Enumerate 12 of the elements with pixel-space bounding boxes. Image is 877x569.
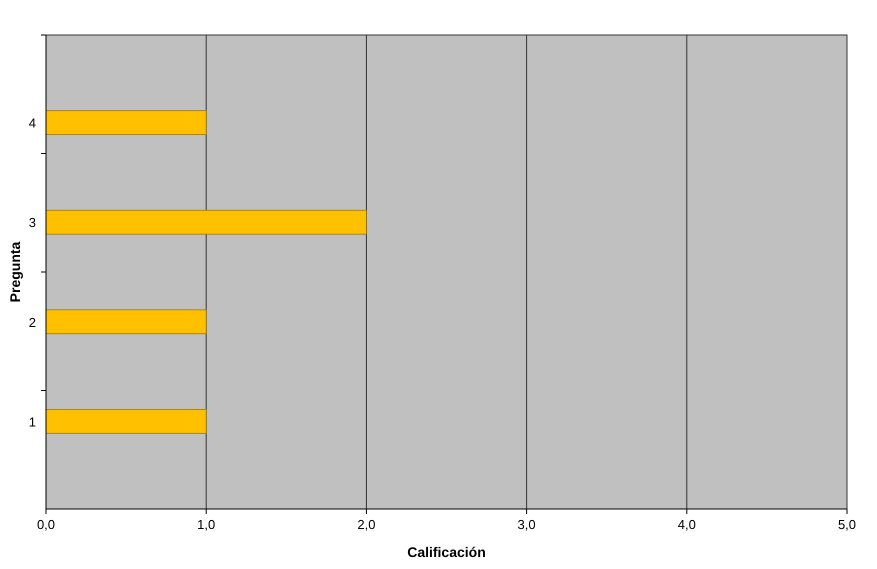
x-tick-label: 1,0: [197, 517, 216, 532]
y-tick-label: 2: [28, 314, 36, 330]
x-tick-label: 3,0: [518, 517, 536, 532]
y-tick-label: 3: [28, 215, 36, 230]
y-axis-title: Pregunta: [7, 241, 23, 302]
x-tick-label: 2,0: [357, 517, 376, 532]
y-tick-label: 1: [28, 414, 36, 430]
x-axis-title: Calificación: [407, 544, 486, 560]
x-tick-label: 4,0: [678, 517, 696, 532]
x-tick-label: 5,0: [838, 517, 856, 532]
x-tick-label: 0,0: [36, 517, 56, 532]
y-tick-label: 4: [28, 116, 36, 131]
